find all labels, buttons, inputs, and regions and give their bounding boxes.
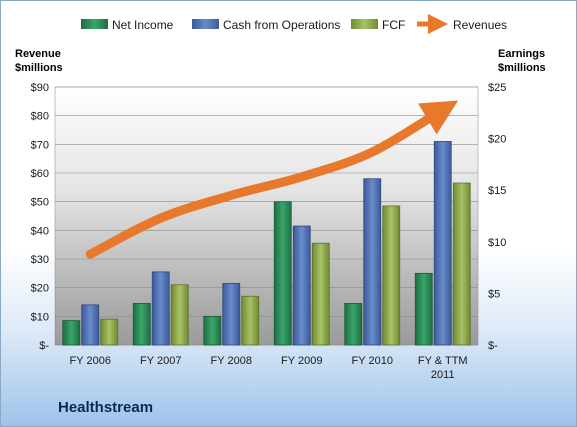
left-axis-title-line1: Revenue xyxy=(15,48,61,60)
legend-label-cash-ops: Cash from Operations xyxy=(223,18,340,32)
cash-ops-bar xyxy=(433,141,452,346)
net-income-bar xyxy=(203,315,222,346)
legend-label-net-income: Net Income xyxy=(112,18,174,32)
x-tick-label: FY & TTM xyxy=(418,355,468,367)
legend-swatch-fcf xyxy=(351,19,378,29)
x-tick-label: FY 2006 xyxy=(70,355,111,367)
revenue-point xyxy=(301,176,303,178)
x-axis-ticks: FY 2006 FY 2007 FY 2008 FY 2009 FY 2010 FY & … xyxy=(70,355,468,381)
right-tick-label: $10 xyxy=(488,237,506,249)
x-tick-label: FY 2007 xyxy=(140,355,181,367)
fcf-bar xyxy=(100,318,119,346)
revenue-point xyxy=(442,109,444,111)
net-income-bar xyxy=(132,303,151,346)
left-axis-title-line2: $millions xyxy=(15,62,63,74)
right-axis-title-line2: $millions xyxy=(498,62,546,74)
legend-label-fcf: FCF xyxy=(382,18,405,32)
revenue-point xyxy=(89,253,91,255)
company-name: Healthstream xyxy=(58,399,154,416)
revenue-point xyxy=(160,217,162,219)
right-tick-label: $20 xyxy=(488,134,506,146)
fcf-bar xyxy=(241,295,260,346)
cash-ops-bar xyxy=(151,271,170,346)
net-income-bar xyxy=(344,303,363,346)
revenue-point xyxy=(230,194,232,196)
left-tick-label: $60 xyxy=(31,168,49,180)
left-tick-label: $30 xyxy=(31,254,49,266)
left-tick-label: $90 xyxy=(31,82,49,94)
fcf-bar xyxy=(311,242,330,346)
bars xyxy=(62,141,471,346)
right-axis-title-line1: Earnings xyxy=(498,48,545,60)
gridlines xyxy=(55,86,478,346)
legend-label-revenues: Revenues xyxy=(453,18,507,32)
x-tick-label: 2011 xyxy=(431,369,455,381)
left-tick-label: $20 xyxy=(31,283,49,295)
legend: Net Income Cash from Operations FCF Reve… xyxy=(81,14,507,34)
left-tick-label: $50 xyxy=(31,197,49,209)
fcf-bar xyxy=(170,284,189,346)
legend-swatch-net-income xyxy=(81,19,108,29)
x-tick-label: FY 2009 xyxy=(281,355,322,367)
right-tick-label: $25 xyxy=(488,82,506,94)
left-tick-label: $10 xyxy=(31,311,49,323)
cash-ops-bar xyxy=(292,225,311,346)
net-income-bar xyxy=(273,201,292,346)
right-axis-ticks: $- $5 $10 $15 $20 $25 xyxy=(488,82,506,352)
left-axis-ticks: $- $10 $20 $30 $40 $50 $60 $70 $80 $90 xyxy=(31,82,50,352)
x-tick-label: FY 2008 xyxy=(211,355,252,367)
cash-ops-bar xyxy=(81,304,100,346)
right-tick-label: $- xyxy=(488,340,498,352)
revenue-line xyxy=(85,100,459,259)
right-tick-label: $5 xyxy=(488,288,500,300)
x-tick-label: FY 2010 xyxy=(352,355,393,367)
left-tick-label: $80 xyxy=(31,111,49,123)
cash-ops-bar xyxy=(222,282,241,346)
revenue-point xyxy=(371,151,373,153)
left-tick-label: $40 xyxy=(31,225,49,237)
left-tick-label: $70 xyxy=(31,139,49,151)
fcf-bar xyxy=(452,182,471,346)
right-tick-label: $15 xyxy=(488,185,506,197)
revenue-line-path xyxy=(85,100,459,259)
fcf-bar xyxy=(382,205,401,346)
cash-ops-bar xyxy=(363,178,382,346)
net-income-bar xyxy=(62,320,81,346)
left-tick-label: $- xyxy=(39,340,49,352)
legend-swatch-cash-ops xyxy=(192,19,219,29)
net-income-bar xyxy=(414,272,433,346)
